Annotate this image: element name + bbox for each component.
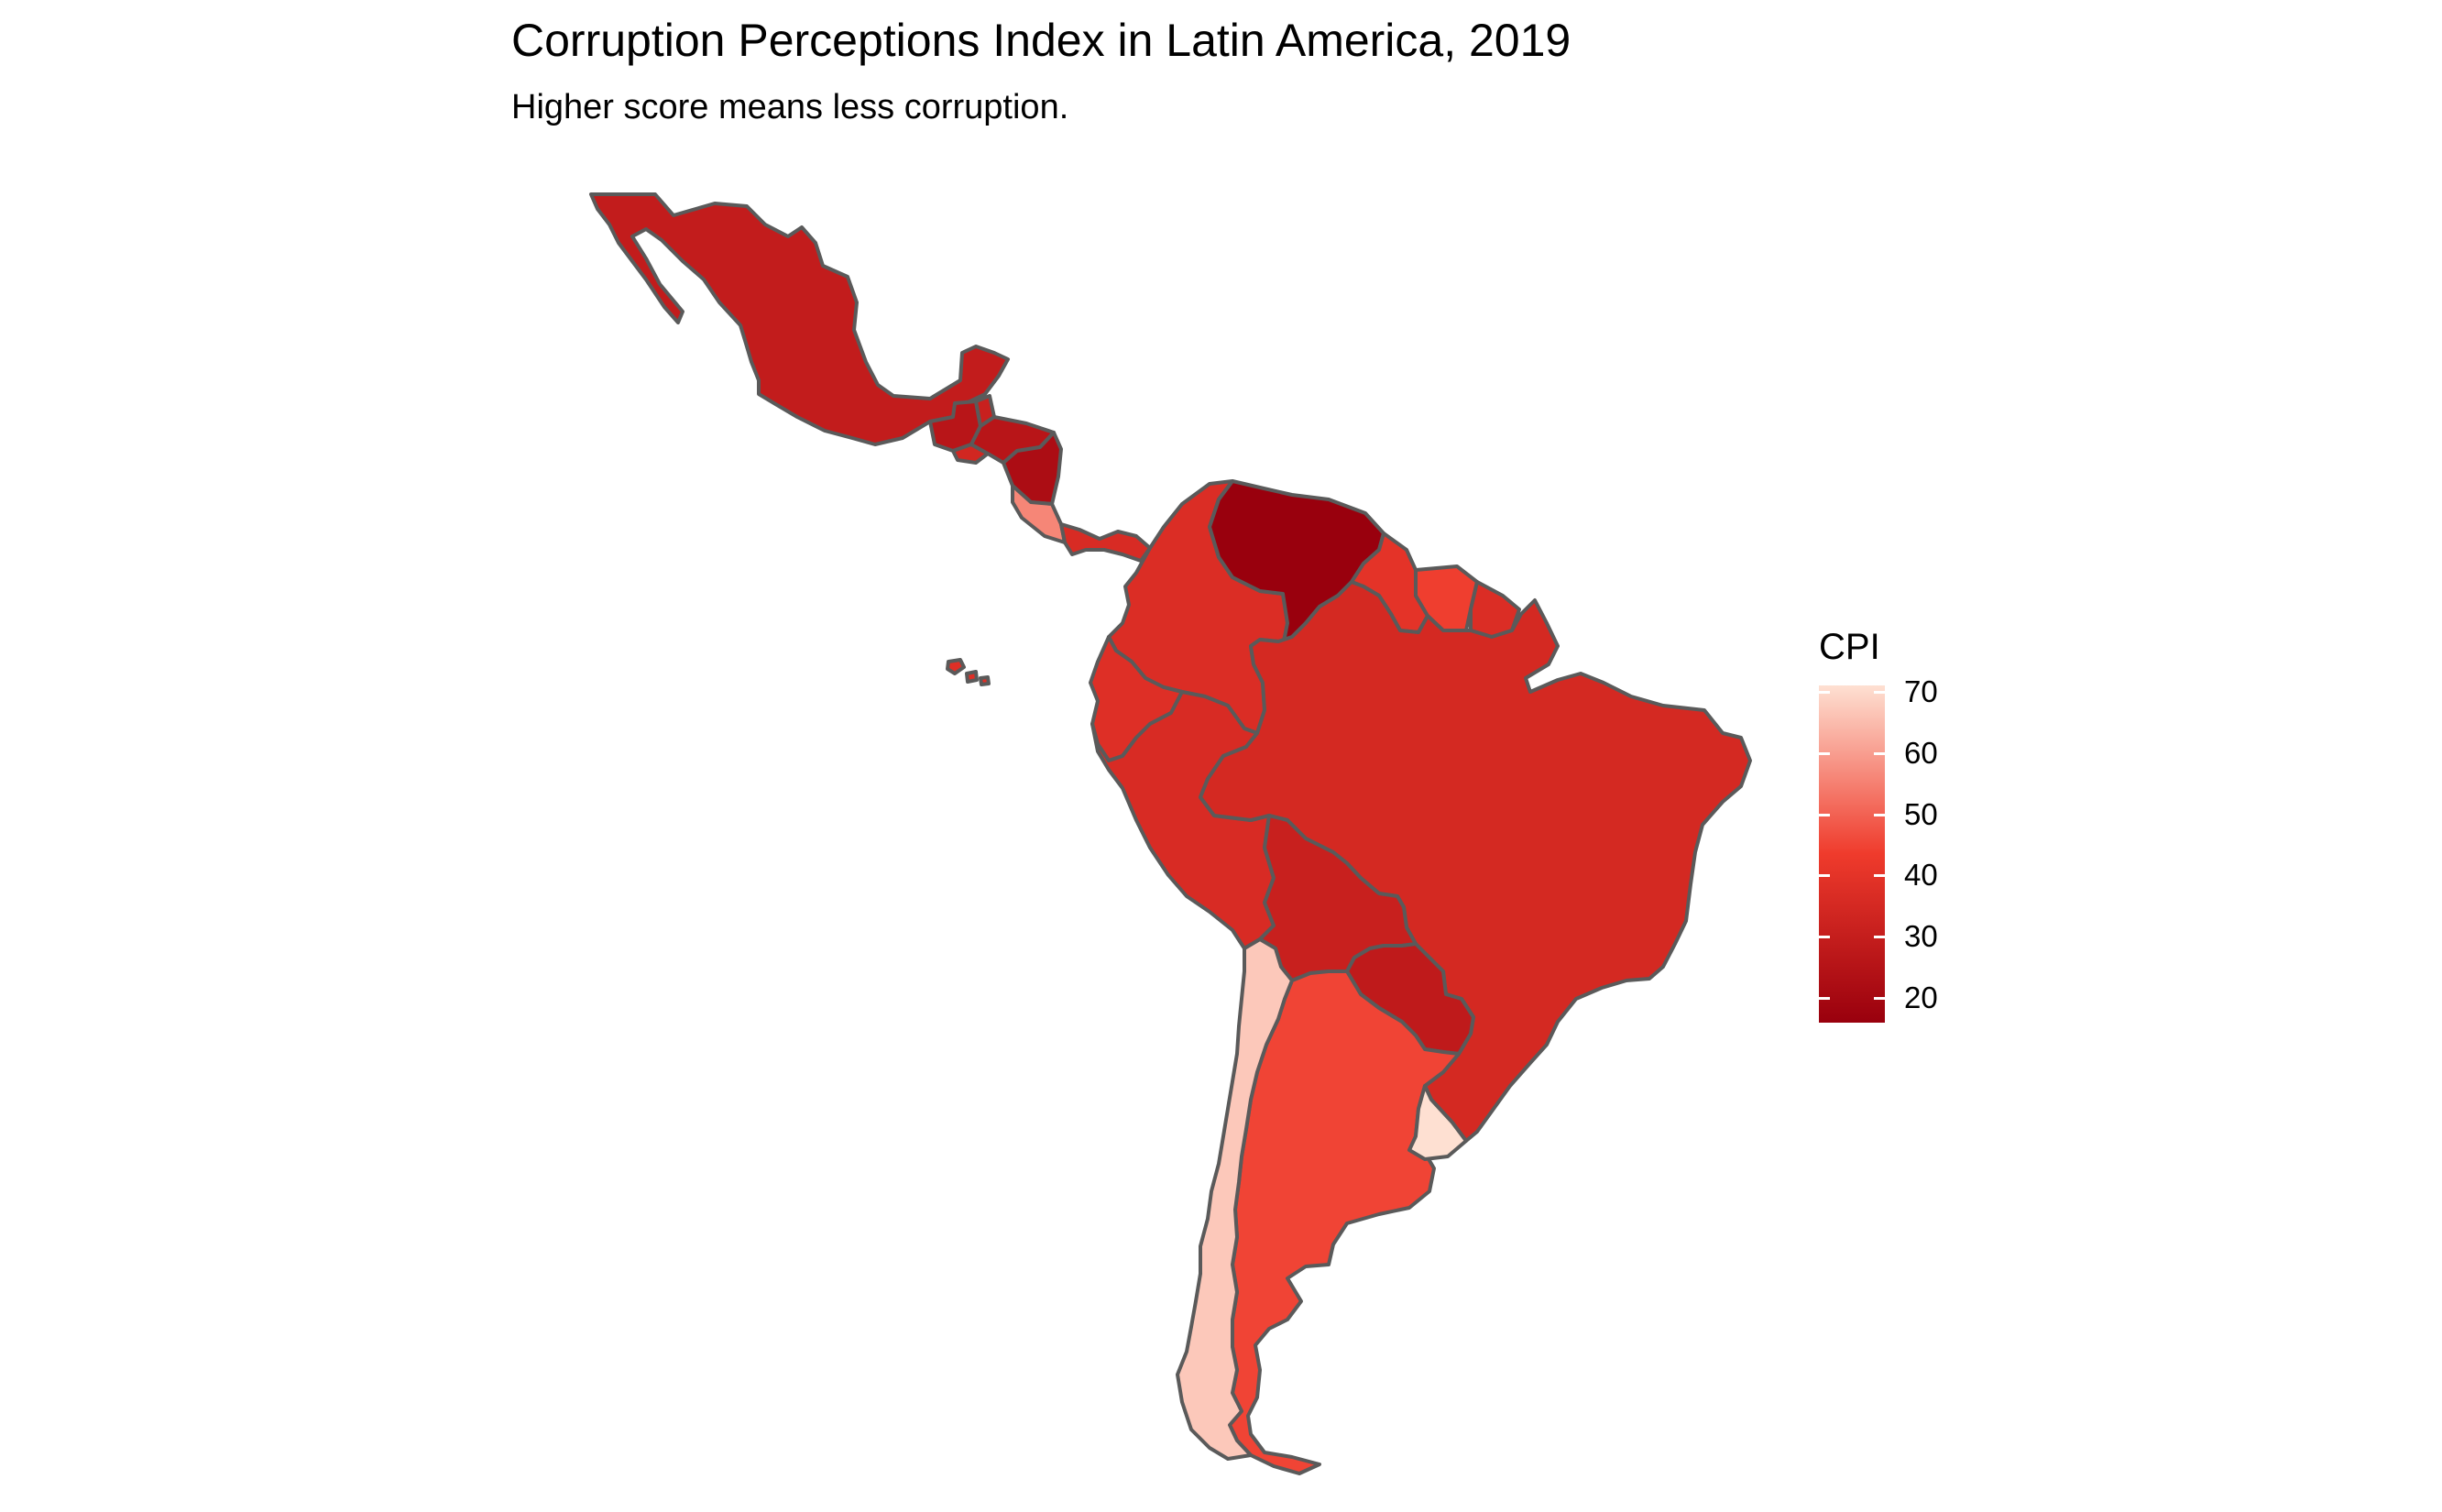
legend-tick-mark (1819, 813, 1830, 816)
legend-tick-mark (1819, 936, 1830, 939)
country-mexico[interactable] (589, 192, 1010, 446)
country-panama[interactable] (1059, 522, 1152, 563)
legend-tick-mark (1874, 874, 1885, 878)
legend-tick-mark (1819, 997, 1830, 1001)
legend-colorbar (1819, 685, 1885, 1023)
legend-tick-mark (1874, 936, 1885, 939)
legend-title: CPI (1819, 627, 1880, 667)
legend-tick-label: 20 (1904, 981, 1938, 1015)
legend-tick-mark (1874, 997, 1885, 1001)
legend-tick-mark (1819, 690, 1830, 694)
country-chile[interactable] (1176, 937, 1294, 1461)
legend-tick-mark (1819, 874, 1830, 878)
legend-tick-mark (1819, 751, 1830, 755)
country-uruguay[interactable] (1407, 1084, 1468, 1161)
legend-tick-mark (1874, 751, 1885, 755)
map-subtitle: Higher score means less corruption. (511, 88, 1069, 126)
legend-tick-label: 70 (1904, 674, 1938, 708)
legend-tick-mark (1874, 813, 1885, 816)
legend-tick-label: 50 (1904, 796, 1938, 831)
legend-tick-label: 30 (1904, 919, 1938, 954)
galapagos-islands (946, 658, 991, 686)
legend-tick-label: 40 (1904, 858, 1938, 893)
legend-tick-label: 60 (1904, 735, 1938, 770)
legend-tick-mark (1874, 690, 1885, 694)
map-title: Corruption Perceptions Index in Latin Am… (511, 15, 1571, 66)
